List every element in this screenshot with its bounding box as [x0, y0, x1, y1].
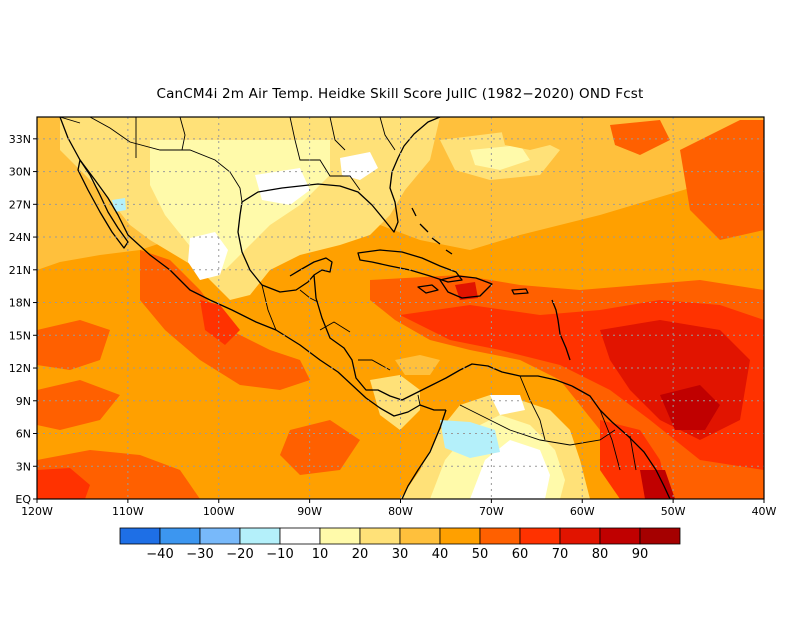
map-title: CanCM4i 2m Air Temp. Heidke Skill Score …	[156, 86, 644, 102]
colorbar-swatch	[359, 527, 401, 545]
axis-ticks: 120W 110W 100W 90W 80W 70W 60W 50W 40W EQ 3N 6N 9N 12…	[9, 133, 777, 518]
colorbar-label: −10	[266, 547, 293, 562]
colorbar-swatch	[119, 527, 161, 545]
lat-tick-label: 21N	[9, 264, 31, 277]
lon-tick-label: 40W	[752, 505, 777, 518]
skill-blobs	[37, 117, 764, 499]
colorbar: −40 −30 −20 −10 10 20 30 40 50 60 70 80 90	[119, 527, 681, 562]
lon-tick-label: 70W	[479, 505, 504, 518]
colorbar-label: −30	[186, 547, 213, 562]
colorbar-swatch	[559, 527, 601, 545]
lon-tick-label: 110W	[112, 505, 144, 518]
shaded-field	[37, 117, 764, 499]
lat-tick-label: 18N	[9, 297, 31, 310]
colorbar-swatch	[319, 527, 361, 545]
colorbar-swatch	[239, 527, 281, 545]
lat-tick-label: 15N	[9, 329, 31, 342]
lon-tick-label: 100W	[203, 505, 235, 518]
colorbar-label: 40	[432, 547, 449, 562]
lat-tick-label: 24N	[9, 231, 31, 244]
colorbar-label: 10	[312, 547, 329, 562]
colorbar-swatch	[599, 527, 641, 545]
colorbar-swatch	[159, 527, 201, 545]
colorbar-label: 90	[632, 547, 649, 562]
colorbar-label: −20	[226, 547, 253, 562]
lat-tick-label: 33N	[9, 133, 31, 146]
lat-tick-label: 12N	[9, 362, 31, 375]
colorbar-label: 80	[592, 547, 609, 562]
colorbar-swatch	[279, 527, 321, 545]
colorbar-swatch	[399, 527, 441, 545]
lat-tick-label: 30N	[9, 166, 31, 179]
colorbar-label: 60	[512, 547, 529, 562]
lon-tick-label: 120W	[21, 505, 53, 518]
lat-tick-label: 6N	[16, 428, 31, 441]
coastlines	[59, 117, 671, 499]
lon-tick-label: 80W	[388, 505, 413, 518]
lat-tick-label: 9N	[16, 395, 31, 408]
lat-tick-label: 3N	[16, 460, 31, 473]
colorbar-swatch	[639, 527, 681, 545]
lon-tick-label: 50W	[661, 505, 686, 518]
colorbar-label: 50	[472, 547, 489, 562]
colorbar-swatch	[199, 527, 241, 545]
colorbar-swatch	[439, 527, 481, 545]
colorbar-label: 30	[392, 547, 409, 562]
colorbar-swatch	[519, 527, 561, 545]
colorbar-swatch	[479, 527, 521, 545]
lon-tick-label: 60W	[570, 505, 595, 518]
lat-tick-label: EQ	[15, 493, 31, 506]
lon-tick-label: 90W	[297, 505, 322, 518]
colorbar-label: −40	[146, 547, 173, 562]
gridlines	[37, 117, 764, 499]
colorbar-label: 20	[352, 547, 369, 562]
colorbar-label: 70	[552, 547, 569, 562]
lat-tick-label: 27N	[9, 198, 31, 211]
